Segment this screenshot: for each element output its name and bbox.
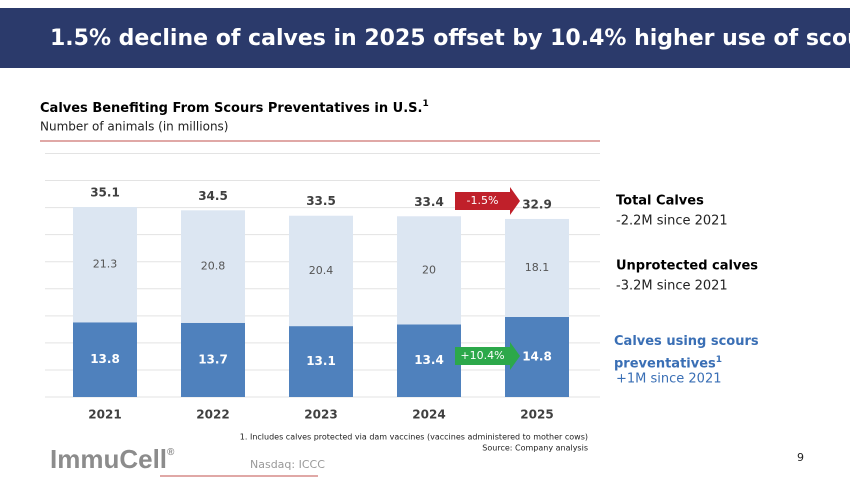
side-note-box: Calves using scours preventatives1 bbox=[614, 332, 764, 373]
x-tick-label: 2024 bbox=[412, 408, 445, 422]
chart-subtitle: Number of animals (in millions) bbox=[40, 120, 228, 134]
footnote-mark: 1 bbox=[715, 355, 723, 365]
bar-segment bbox=[181, 322, 245, 397]
logo-mark: ® bbox=[167, 447, 175, 458]
side-note-change: +1M since 2021 bbox=[616, 372, 722, 387]
x-tick-label: 2021 bbox=[88, 408, 121, 422]
side-note-heading: Unprotected calves bbox=[616, 259, 758, 274]
bar-segment bbox=[181, 210, 245, 323]
header-bar bbox=[0, 8, 850, 68]
bar-segment bbox=[397, 216, 461, 325]
value-label: 20 bbox=[422, 263, 436, 276]
ticker: Nasdaq: ICCC bbox=[250, 458, 325, 471]
bar-segment bbox=[289, 326, 353, 397]
total-label: 35.1 bbox=[90, 186, 120, 200]
change-arrow bbox=[455, 187, 520, 215]
value-label: 21.3 bbox=[93, 258, 118, 271]
logo: ImmuCell® bbox=[50, 444, 175, 474]
chart-title: Calves Benefiting From Scours Preventati… bbox=[40, 99, 429, 116]
source: Source: Company analysis bbox=[482, 444, 588, 453]
side-note-change: -3.2M since 2021 bbox=[616, 279, 728, 294]
total-label: 34.5 bbox=[198, 189, 228, 203]
value-label: 13.4 bbox=[414, 353, 444, 367]
bar-segment bbox=[73, 322, 137, 397]
bar-segment bbox=[73, 207, 137, 323]
bar-segment bbox=[397, 324, 461, 397]
x-tick-label: 2025 bbox=[520, 408, 553, 422]
footnote: 1. Includes calves protected via dam vac… bbox=[240, 433, 588, 442]
change-label: +10.4% bbox=[460, 349, 504, 362]
x-tick-label: 2022 bbox=[196, 408, 229, 422]
total-label: 33.4 bbox=[414, 195, 444, 209]
value-label: 13.1 bbox=[306, 354, 336, 368]
x-tick-label: 2023 bbox=[304, 408, 337, 422]
logo-text: ImmuCell bbox=[50, 444, 167, 474]
value-label: 14.8 bbox=[522, 349, 552, 363]
page-number: 9 bbox=[797, 451, 804, 464]
value-label: 13.7 bbox=[198, 352, 228, 366]
bar-segment bbox=[505, 218, 569, 317]
side-note-heading: Total Calves bbox=[616, 194, 704, 209]
change-label: -1.5% bbox=[467, 194, 499, 207]
chart-title-text: Calves Benefiting From Scours Preventati… bbox=[40, 101, 422, 116]
side-note-heading: Calves using scours preventatives1 bbox=[614, 332, 764, 373]
slide-title: 1.5% decline of calves in 2025 offset by… bbox=[50, 26, 850, 51]
value-label: 13.8 bbox=[90, 352, 120, 366]
total-label: 33.5 bbox=[306, 194, 336, 208]
bar-segment bbox=[289, 215, 353, 327]
change-arrow bbox=[455, 342, 520, 370]
value-label: 20.4 bbox=[309, 264, 334, 277]
side-note-change: -2.2M since 2021 bbox=[616, 214, 728, 229]
total-label: 32.9 bbox=[522, 197, 552, 211]
footnote-mark: 1 bbox=[422, 99, 428, 109]
value-label: 18.1 bbox=[525, 261, 550, 274]
heading-text: Calves using scours preventatives bbox=[614, 334, 759, 372]
value-label: 20.8 bbox=[201, 260, 226, 273]
